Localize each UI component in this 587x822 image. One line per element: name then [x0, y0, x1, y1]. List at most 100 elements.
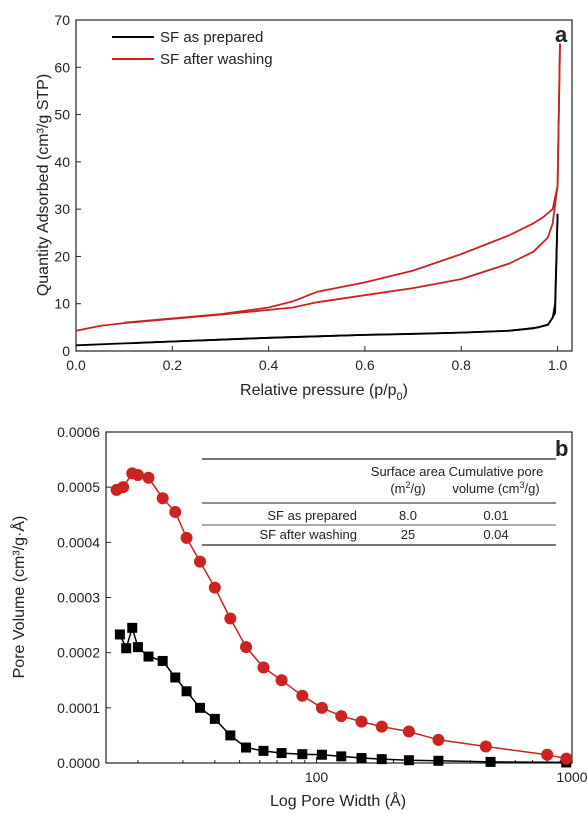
- data-point-sf-after-washing: [432, 733, 445, 746]
- data-point-sf-after-washing: [375, 720, 388, 733]
- data-point-sf-as-prepared: [225, 730, 236, 741]
- table-row-label-sf-as-prepared: SF as prepared: [267, 508, 357, 523]
- panel-b-x-ticks: 100 1000: [137, 757, 587, 785]
- data-point-sf-as-prepared: [241, 742, 252, 753]
- data-point-sf-after-washing: [479, 740, 492, 753]
- legend-label-sf-as-prepared: SF as prepared: [160, 29, 263, 46]
- table-cell-surface-area-washed: 25: [401, 527, 415, 542]
- data-point-sf-as-prepared: [316, 749, 327, 760]
- data-point-sf-as-prepared: [132, 642, 143, 653]
- panel-a-x-axis-label: Relative pressure (p/p0): [240, 382, 408, 403]
- data-point-sf-after-washing: [257, 661, 270, 674]
- data-point-sf-as-prepared: [356, 753, 367, 764]
- data-point-sf-as-prepared: [114, 629, 125, 640]
- panel-a-plot-frame: [75, 19, 573, 352]
- data-point-sf-as-prepared: [121, 643, 132, 654]
- data-point-sf-after-washing: [194, 555, 207, 568]
- data-point-sf-after-washing: [169, 505, 182, 518]
- data-point-sf-after-washing: [275, 674, 288, 687]
- panel-a-y-axis-label: Quantity Adsorbed (cm³/g STP): [35, 74, 52, 296]
- table-header-surface-area-unit: (m2/g): [390, 480, 425, 496]
- y-tick-label: 0.0004: [57, 534, 100, 550]
- data-point-sf-as-prepared: [209, 713, 220, 724]
- data-point-sf-after-washing: [335, 710, 348, 723]
- data-point-sf-as-prepared: [376, 754, 387, 765]
- data-point-sf-as-prepared: [127, 622, 138, 633]
- data-point-sf-after-washing: [224, 612, 237, 625]
- panel-a-y-ticks: 0 10 20 30 40 50 60 70: [54, 12, 81, 359]
- x-tick-label: 0.8: [452, 357, 472, 373]
- series-line-sf-after-washing-desorption: [124, 43, 561, 324]
- data-point-sf-as-prepared: [170, 672, 181, 683]
- data-point-sf-after-washing: [296, 689, 309, 702]
- x-tick-label: 1000: [556, 769, 587, 785]
- x-tick-label: 0.2: [163, 357, 183, 373]
- data-point-sf-after-washing: [142, 471, 155, 484]
- y-tick-label: 10: [54, 296, 70, 312]
- series-line-sf-as-prepared-adsorption: [75, 213, 559, 347]
- legend-label-sf-after-washing: SF after washing: [160, 51, 273, 68]
- data-point-sf-after-washing: [180, 531, 193, 544]
- y-tick-label: 0.0006: [57, 424, 100, 440]
- data-point-sf-as-prepared: [403, 755, 414, 766]
- data-point-sf-after-washing: [355, 715, 368, 728]
- data-point-sf-after-washing: [117, 481, 130, 494]
- data-point-sf-after-washing: [208, 581, 221, 594]
- table-row-label-sf-after-washing: SF after washing: [259, 527, 357, 542]
- panel-a-isotherm-chart: 0.0 0.2 0.4 0.6 0.8 1.0 0 10 20 30 40 50 60 70 SF as…: [35, 12, 573, 403]
- x-tick-label: 0.6: [355, 357, 375, 373]
- panel-b-y-ticks: 0.0000 0.0001 0.0002 0.0003 0.0004 0.0005 0.00…: [57, 424, 111, 771]
- y-tick-label: 0.0002: [57, 645, 100, 661]
- x-tick-label: 0.0: [66, 357, 86, 373]
- series-line-sf-as-prepared-desorption: [133, 213, 559, 344]
- x-tick-label: 0.4: [259, 357, 279, 373]
- y-tick-label: 40: [54, 154, 70, 170]
- panel-a-series: [75, 43, 561, 347]
- data-point-sf-as-prepared: [336, 751, 347, 762]
- panel-b-y-axis-label: Pore Volume (cm³/g·Å): [9, 516, 28, 679]
- y-tick-label: 50: [54, 107, 70, 123]
- data-point-sf-after-washing: [560, 752, 573, 765]
- data-point-sf-as-prepared: [258, 745, 269, 756]
- data-point-sf-as-prepared: [276, 748, 287, 759]
- panel-a-legend: SF as prepared SF after washing: [112, 29, 273, 68]
- panel-b-series: [110, 467, 573, 768]
- table-cell-surface-area-prepared: 8.0: [399, 508, 417, 523]
- y-tick-label: 0.0003: [57, 590, 100, 606]
- data-point-sf-after-washing: [156, 492, 169, 505]
- y-tick-label: 0: [62, 343, 70, 359]
- y-tick-label: 20: [54, 248, 70, 264]
- y-tick-label: 60: [54, 59, 70, 75]
- data-point-sf-as-prepared: [485, 756, 496, 767]
- table-header-surface-area: Surface area: [371, 464, 446, 479]
- data-point-sf-as-prepared: [433, 755, 444, 766]
- data-point-sf-after-washing: [315, 701, 328, 714]
- series-line-sf-after-washing-adsorption: [75, 43, 561, 332]
- y-tick-label: 70: [54, 12, 70, 28]
- panel-a-letter: a: [555, 22, 568, 47]
- y-tick-label: 0.0005: [57, 479, 100, 495]
- data-point-sf-after-washing: [541, 748, 554, 761]
- table-header-pore-volume: Cumulative pore: [449, 464, 544, 479]
- y-tick-label: 0.0000: [57, 755, 100, 771]
- y-tick-label: 30: [54, 201, 70, 217]
- table-cell-pore-volume-washed: 0.04: [483, 527, 508, 542]
- data-point-sf-as-prepared: [157, 655, 168, 666]
- x-tick-label: 100: [305, 769, 329, 785]
- panel-b-pore-distribution-chart: 100 1000 0.00000.00010.00020.00030.00040.…: [9, 424, 587, 810]
- data-point-sf-after-washing: [240, 641, 253, 654]
- panel-a-x-ticks: 0.0 0.2 0.4 0.6 0.8 1.0: [66, 346, 567, 373]
- data-point-sf-as-prepared: [297, 749, 308, 760]
- panel-b-x-axis-label: Log Pore Width (Å): [270, 791, 406, 810]
- surface-area-table: Surface area (m2/g) Cumulative pore volu…: [202, 458, 556, 546]
- table-header-pore-volume-unit: volume (cm3/g): [452, 480, 539, 496]
- data-point-sf-as-prepared: [143, 651, 154, 662]
- data-point-sf-as-prepared: [181, 686, 192, 697]
- data-point-sf-after-washing: [131, 469, 144, 482]
- table-cell-pore-volume-prepared: 0.01: [483, 508, 508, 523]
- data-point-sf-as-prepared: [195, 702, 206, 713]
- data-point-sf-after-washing: [402, 725, 415, 738]
- panel-b-letter: b: [555, 436, 568, 461]
- x-tick-label: 1.0: [548, 357, 568, 373]
